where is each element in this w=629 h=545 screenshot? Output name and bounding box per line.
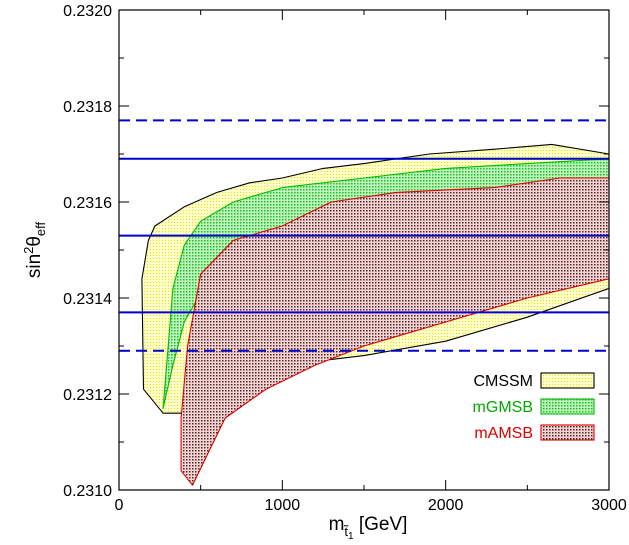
region-mamsb xyxy=(180,177,609,486)
legend-swatch-mamsb xyxy=(540,424,595,441)
y-tick-label: 0.2318 xyxy=(63,99,112,116)
y-axis-label: sin2θeff xyxy=(21,221,48,278)
regions xyxy=(141,143,609,486)
x-axis-ticks: 0 1000 2000 3000 xyxy=(115,10,627,514)
x-axis-label-unit: [GeV] xyxy=(354,514,408,535)
y-tick-label: 0.2310 xyxy=(63,483,112,500)
x-axis-label-subsub: 1 xyxy=(348,531,354,542)
x-tick-label: 2000 xyxy=(428,497,464,514)
legend-label-mamsb: mAMSB xyxy=(474,425,533,442)
legend-label-cmssm: CMSSM xyxy=(473,373,533,390)
y-tick-label: 0.2320 xyxy=(63,3,112,20)
x-tick-label: 1000 xyxy=(265,497,301,514)
x-axis-label-sub: t̃ xyxy=(343,524,349,539)
y-axis-ticks: 0.2310 0.2312 0.2314 0.2316 0.2318 0.2320 xyxy=(63,3,609,500)
y-axis-label-sub: eff xyxy=(33,221,48,236)
legend-label-mgmsb: mGMSB xyxy=(473,399,533,416)
y-tick-label: 0.2314 xyxy=(63,291,112,308)
y-tick-label: 0.2316 xyxy=(63,195,112,212)
y-tick-label: 0.2312 xyxy=(63,387,112,404)
x-axis-label: mt̃1 [GeV] xyxy=(329,514,408,542)
legend: CMSSM mGMSB mAMSB xyxy=(473,372,595,442)
legend-swatch-mgmsb xyxy=(540,398,595,415)
y-axis-label-sup: 2 xyxy=(21,247,36,254)
legend-swatch-cmssm xyxy=(540,372,595,389)
y-axis-label-theta: θ xyxy=(24,236,45,247)
x-tick-label: 3000 xyxy=(591,497,627,514)
reference-lines xyxy=(119,119,609,352)
x-tick-label: 0 xyxy=(115,497,124,514)
